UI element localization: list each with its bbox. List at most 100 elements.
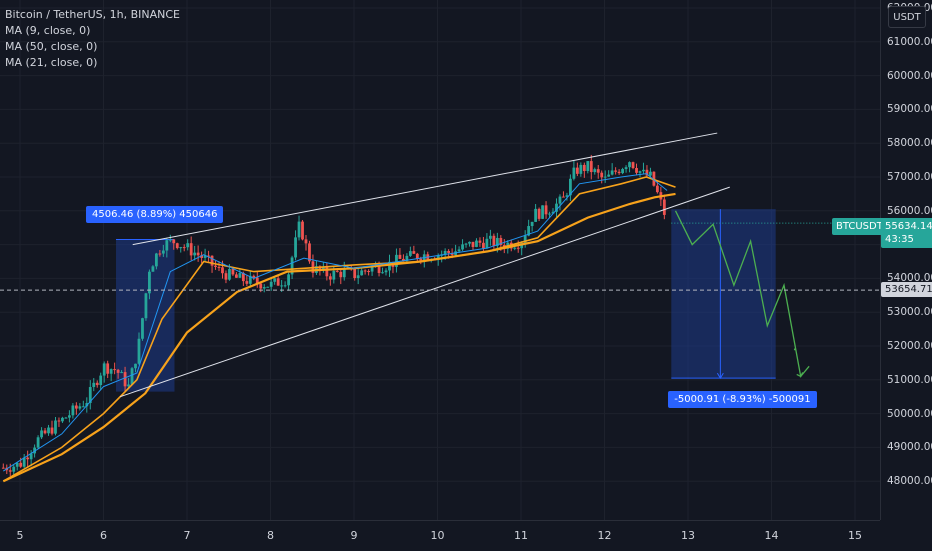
candle-body xyxy=(127,384,130,387)
candle-body xyxy=(151,266,155,272)
time-tick: 11 xyxy=(514,529,528,542)
candle-body xyxy=(276,278,280,286)
candle-body xyxy=(36,437,40,448)
time-tick: 7 xyxy=(183,529,191,542)
candle-body xyxy=(548,213,551,215)
candle-body xyxy=(464,243,468,245)
candle-body xyxy=(308,243,311,262)
symbol-price-badge: BTCUSDT xyxy=(832,218,887,235)
price-tick: 61000.00 xyxy=(887,35,932,48)
candle-body xyxy=(217,266,221,268)
candle-body xyxy=(92,382,96,388)
candle-body xyxy=(614,170,618,172)
candle-body xyxy=(141,318,144,339)
candle-body xyxy=(172,239,176,244)
candle-body xyxy=(555,203,558,212)
candle-body xyxy=(88,387,92,404)
candle-body xyxy=(85,403,89,407)
candle-body xyxy=(537,208,541,219)
candle-body xyxy=(221,267,224,274)
candle-body xyxy=(398,254,402,259)
candle-body xyxy=(534,208,538,222)
candle-body xyxy=(287,274,290,286)
candle-body xyxy=(360,270,364,276)
time-tick: 12 xyxy=(597,529,612,542)
candle-body xyxy=(617,171,621,174)
candle-body xyxy=(582,164,586,172)
measure-up-label: 4506.46 (8.89%) 450646 xyxy=(86,205,224,223)
projection-dot xyxy=(793,348,796,351)
candle-body xyxy=(280,285,284,287)
candle-body xyxy=(541,205,544,219)
candle-body xyxy=(468,241,471,244)
candle-body xyxy=(628,162,631,168)
price-tick: 56000.00 xyxy=(887,204,932,217)
candle-body xyxy=(255,277,259,284)
candle-body xyxy=(158,253,162,255)
ma50-line xyxy=(2,192,676,483)
candle-body xyxy=(589,161,593,173)
candle-body xyxy=(175,243,179,249)
indicator-ma50[interactable]: MA (50, close, 0) xyxy=(5,40,98,53)
candle-body xyxy=(607,174,611,177)
indicator-ma9[interactable]: MA (9, close, 0) xyxy=(5,24,91,37)
candle-body xyxy=(74,405,78,409)
candle-body xyxy=(381,272,384,274)
candle-body xyxy=(144,293,148,319)
ma9-line xyxy=(3,173,668,472)
price-tick: 54000.00 xyxy=(887,272,932,285)
candle-body xyxy=(161,250,165,254)
candle-body xyxy=(395,254,398,267)
candle-body xyxy=(610,170,614,175)
candle-body xyxy=(168,239,172,241)
candle-body xyxy=(193,252,197,256)
candle-body xyxy=(353,268,357,279)
candle-body xyxy=(342,268,346,278)
candle-body xyxy=(304,239,308,244)
candle-body xyxy=(318,266,322,271)
candle-body xyxy=(478,240,482,243)
projection-arrowhead xyxy=(796,372,804,378)
candle-body xyxy=(562,196,565,198)
candle-body xyxy=(224,273,228,280)
candle-body xyxy=(544,205,548,215)
candle-body xyxy=(120,372,123,374)
candle-body xyxy=(408,251,412,256)
candle-body xyxy=(363,270,367,272)
candle-body xyxy=(269,281,273,287)
time-tick: 13 xyxy=(681,529,695,542)
crosshair-price-value: 53654.71 xyxy=(885,284,932,296)
measure-down-arrowhead xyxy=(716,372,724,380)
trendline xyxy=(120,186,730,398)
candle-body xyxy=(436,255,440,260)
indicator-ma21[interactable]: MA (21, close, 0) xyxy=(5,56,98,69)
candle-body xyxy=(325,266,329,277)
time-tick: 9 xyxy=(350,529,358,542)
candle-body xyxy=(356,275,360,279)
price-axis[interactable]: 62000.0061000.0060000.0059000.0058000.00… xyxy=(880,0,932,520)
candle-body xyxy=(154,253,158,267)
candle-body xyxy=(384,270,388,273)
candle-body xyxy=(575,167,579,174)
currency-button[interactable]: USDT xyxy=(888,6,926,28)
candle-body xyxy=(624,167,628,170)
candle-body xyxy=(26,457,30,460)
candle-body xyxy=(106,363,110,374)
projection-path xyxy=(674,210,810,378)
candle-body xyxy=(102,363,106,376)
price-tick: 53000.00 xyxy=(887,306,932,319)
chart-canvas[interactable]: Bitcoin / TetherUS, 1h, BINANCE MA (9, c… xyxy=(0,0,880,520)
price-chart[interactable] xyxy=(0,0,880,520)
candle-body xyxy=(148,271,151,294)
candle-body xyxy=(530,221,534,227)
trendline xyxy=(132,132,718,246)
candle-body xyxy=(186,243,190,248)
candle-body xyxy=(443,250,447,255)
candle-body xyxy=(19,462,23,467)
candle-body xyxy=(652,171,656,186)
candle-body xyxy=(339,271,343,278)
time-axis[interactable]: 5 6 7 8 9 10 11 12 13 14 15 xyxy=(0,520,880,551)
candle-body xyxy=(471,241,475,247)
symbol-title[interactable]: Bitcoin / TetherUS, 1h, BINANCE xyxy=(5,8,181,21)
candle-body xyxy=(649,171,652,176)
